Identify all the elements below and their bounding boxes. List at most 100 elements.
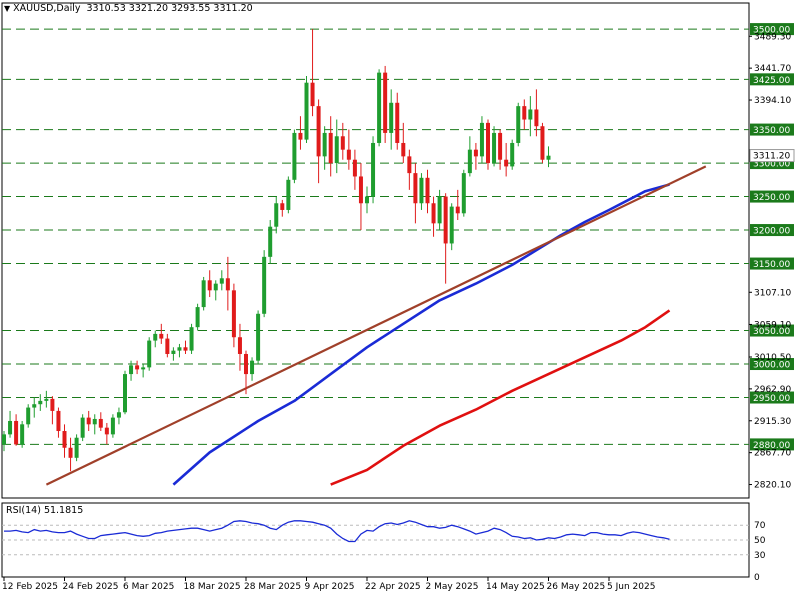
candle [479,116,484,164]
candle-body [256,313,261,361]
candle-body [522,106,527,120]
candle-body [147,340,152,368]
collapse-icon[interactable]: ▼ [4,4,11,13]
candle [26,404,31,428]
level-tag [750,224,794,237]
candle [183,340,188,354]
x-tick-label: 22 Apr 2025 [365,582,421,592]
candlesticks [2,29,551,472]
rsi-tick-label: 70 [754,521,766,531]
candle [68,437,73,472]
candle [74,434,79,462]
candle-body [540,126,545,160]
candle-body [286,179,291,210]
candle [334,119,339,174]
candle [516,102,521,147]
trendline [45,165,707,486]
candle [504,142,509,177]
y-tick-label: 3059.10 [754,320,791,330]
candle [365,186,369,214]
candle [213,280,218,301]
candle [492,126,497,167]
rsi-line [4,520,670,543]
candle [274,196,279,234]
candle [262,250,267,318]
candle [522,99,527,130]
candle-body [141,367,146,370]
x-tick-label: 24 Feb 2025 [63,582,119,592]
time-axis: 12 Feb 2025 24 Feb 2025 6 Mar 2025 18 Mar 2… [2,576,749,592]
candle [280,199,285,217]
candle-body [510,142,515,167]
main-panel [1,2,750,499]
candle [473,142,478,170]
candle-body [219,278,224,284]
level-tag [750,324,794,337]
candle-body [201,280,206,308]
candle-body [74,437,79,458]
candle [328,116,333,177]
x-tick-label: 2 May 2025 [426,582,479,592]
candle-body [425,177,430,204]
candle [159,323,164,344]
candle-body [56,410,61,432]
candle [32,397,37,418]
candle [413,163,418,224]
candle-body [492,132,497,164]
candle-body [443,196,448,244]
price-axis: 3489.30 3441.70 3394.10 3107.10 3059.10 3010.… [749,32,795,491]
candle [371,136,376,204]
candle [62,424,67,458]
candle-body [534,109,539,127]
candle [141,364,146,378]
level-tag [750,257,794,270]
candle-body [50,398,55,411]
candle [225,256,230,311]
candle-body [304,82,309,140]
candle-body [80,417,85,438]
y-tick-label: 3010.50 [754,353,791,363]
candle [104,422,109,445]
candle-body [280,203,285,210]
x-tick-label: 18 Mar 2025 [184,582,241,592]
main-frame [1,2,750,499]
candle-body [371,142,376,197]
y-tick-label: 2820.10 [754,481,791,491]
candle-body [546,155,551,160]
candle-body [467,149,472,174]
candle [110,414,115,438]
level-label: 3200.00 [753,227,790,237]
candle-body [159,333,164,339]
candle [401,122,406,164]
candle-body [413,173,418,204]
candle [498,129,503,170]
candle-body [419,177,424,204]
level-label: 3000.00 [753,361,790,371]
level-label: 3300.00 [753,160,790,170]
candle-body [401,142,406,157]
candle [437,189,442,231]
candle [286,176,291,214]
candle-body [153,333,158,341]
candle-body [473,149,478,157]
candle-body [334,136,339,164]
candle [395,92,400,150]
candle-body [389,102,394,133]
y-tick-label: 3107.10 [754,288,791,298]
y-tick-label: 3441.70 [754,64,791,74]
candle [153,330,158,348]
candle [431,196,436,237]
candle [534,89,539,137]
candle-body [461,173,466,214]
moving-average-ma_red [330,309,671,486]
candle-body [177,347,182,351]
candle-body [2,434,6,445]
candle [123,370,127,415]
x-tick-label: 12 Feb 2025 [2,582,58,592]
candle-body [292,132,297,180]
rsi-tick-label: 0 [754,573,760,583]
candle-body [310,82,315,107]
candle [461,169,466,217]
candle-body [322,132,327,157]
candle-body [528,109,533,120]
